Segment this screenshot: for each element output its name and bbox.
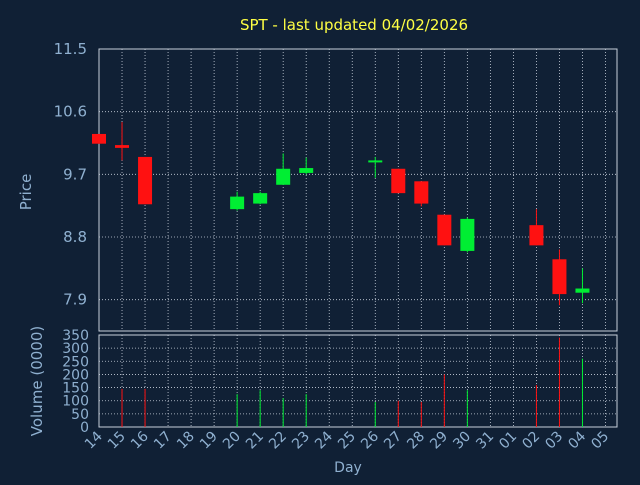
- candle-body: [92, 133, 106, 144]
- volume-tick-label: 100: [62, 394, 89, 410]
- x-tick-label: 31: [473, 429, 497, 453]
- x-tick-label: 21: [243, 429, 267, 453]
- volume-tick-label: 150: [62, 381, 89, 397]
- candle-body: [115, 145, 130, 148]
- volume-axis-label: Volume (0000): [28, 326, 46, 436]
- x-tick-label: 02: [519, 429, 543, 453]
- x-tick-label: 16: [128, 428, 152, 452]
- price-tick-label: 7.9: [63, 291, 87, 309]
- candle-body: [299, 168, 314, 173]
- x-tick-label: 18: [174, 429, 198, 453]
- price-tick-label: 11.5: [54, 40, 87, 58]
- x-tick-label: 03: [542, 429, 566, 453]
- volume-plot-frame: [98, 334, 618, 428]
- x-tick-label: 26: [358, 428, 382, 452]
- x-tick-label: 28: [404, 429, 428, 453]
- x-tick-label: 19: [197, 429, 221, 453]
- candle-body: [575, 288, 590, 293]
- candle-body: [552, 259, 567, 295]
- candle-body: [460, 218, 475, 251]
- price-tick-label: 9.7: [63, 165, 87, 183]
- candle-body: [529, 225, 544, 246]
- x-tick-label: 15: [105, 429, 129, 453]
- x-tick-label: 25: [335, 429, 359, 453]
- candle-body: [138, 156, 153, 205]
- volume-tick-label: 200: [62, 367, 89, 383]
- candle-body: [414, 181, 429, 204]
- volume-tick-label: 0: [80, 420, 89, 436]
- volume-tick-label: 250: [62, 354, 89, 370]
- x-tick-label: 05: [588, 429, 612, 453]
- x-tick-label: 20: [220, 429, 244, 453]
- x-tick-label: 23: [289, 429, 313, 453]
- price-plot-frame: [98, 48, 618, 332]
- price-panel: 11.5 10.6 9.7 8.8 7.9: [54, 40, 618, 332]
- price-tick-label: 10.6: [54, 103, 87, 121]
- x-tick-label: 22: [266, 429, 290, 453]
- x-axis-label: Day: [334, 460, 362, 476]
- x-tick-label: 24: [312, 428, 336, 452]
- price-tick-label: 8.8: [63, 228, 87, 246]
- x-tick-label: 27: [381, 429, 405, 453]
- x-tick-label: 29: [427, 429, 451, 453]
- chart-title: SPT - last updated 04/02/2026: [240, 16, 468, 34]
- volume-tick-label: 300: [62, 341, 89, 357]
- volume-tick-label: 350: [62, 328, 89, 344]
- candle-body: [368, 160, 383, 163]
- candle-body: [230, 196, 245, 210]
- candle-body: [437, 214, 452, 246]
- volume-tick-label: 50: [71, 407, 89, 423]
- candle-body: [276, 168, 291, 185]
- x-tick-label: 30: [450, 429, 474, 453]
- x-tick-label: 17: [151, 429, 175, 453]
- x-tick-label: 01: [496, 429, 520, 453]
- price-axis-label: Price: [17, 174, 35, 211]
- candle-body: [391, 168, 406, 194]
- candle-body: [253, 193, 268, 204]
- x-tick-label: 04: [565, 428, 589, 452]
